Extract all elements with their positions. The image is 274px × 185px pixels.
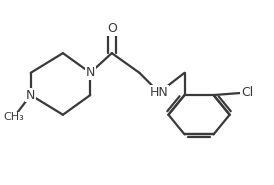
Text: O: O (107, 22, 117, 35)
Text: CH₃: CH₃ (3, 112, 24, 122)
Text: Cl: Cl (241, 86, 253, 99)
Text: N: N (85, 66, 95, 79)
Text: HN: HN (150, 86, 169, 99)
Text: N: N (26, 89, 35, 102)
